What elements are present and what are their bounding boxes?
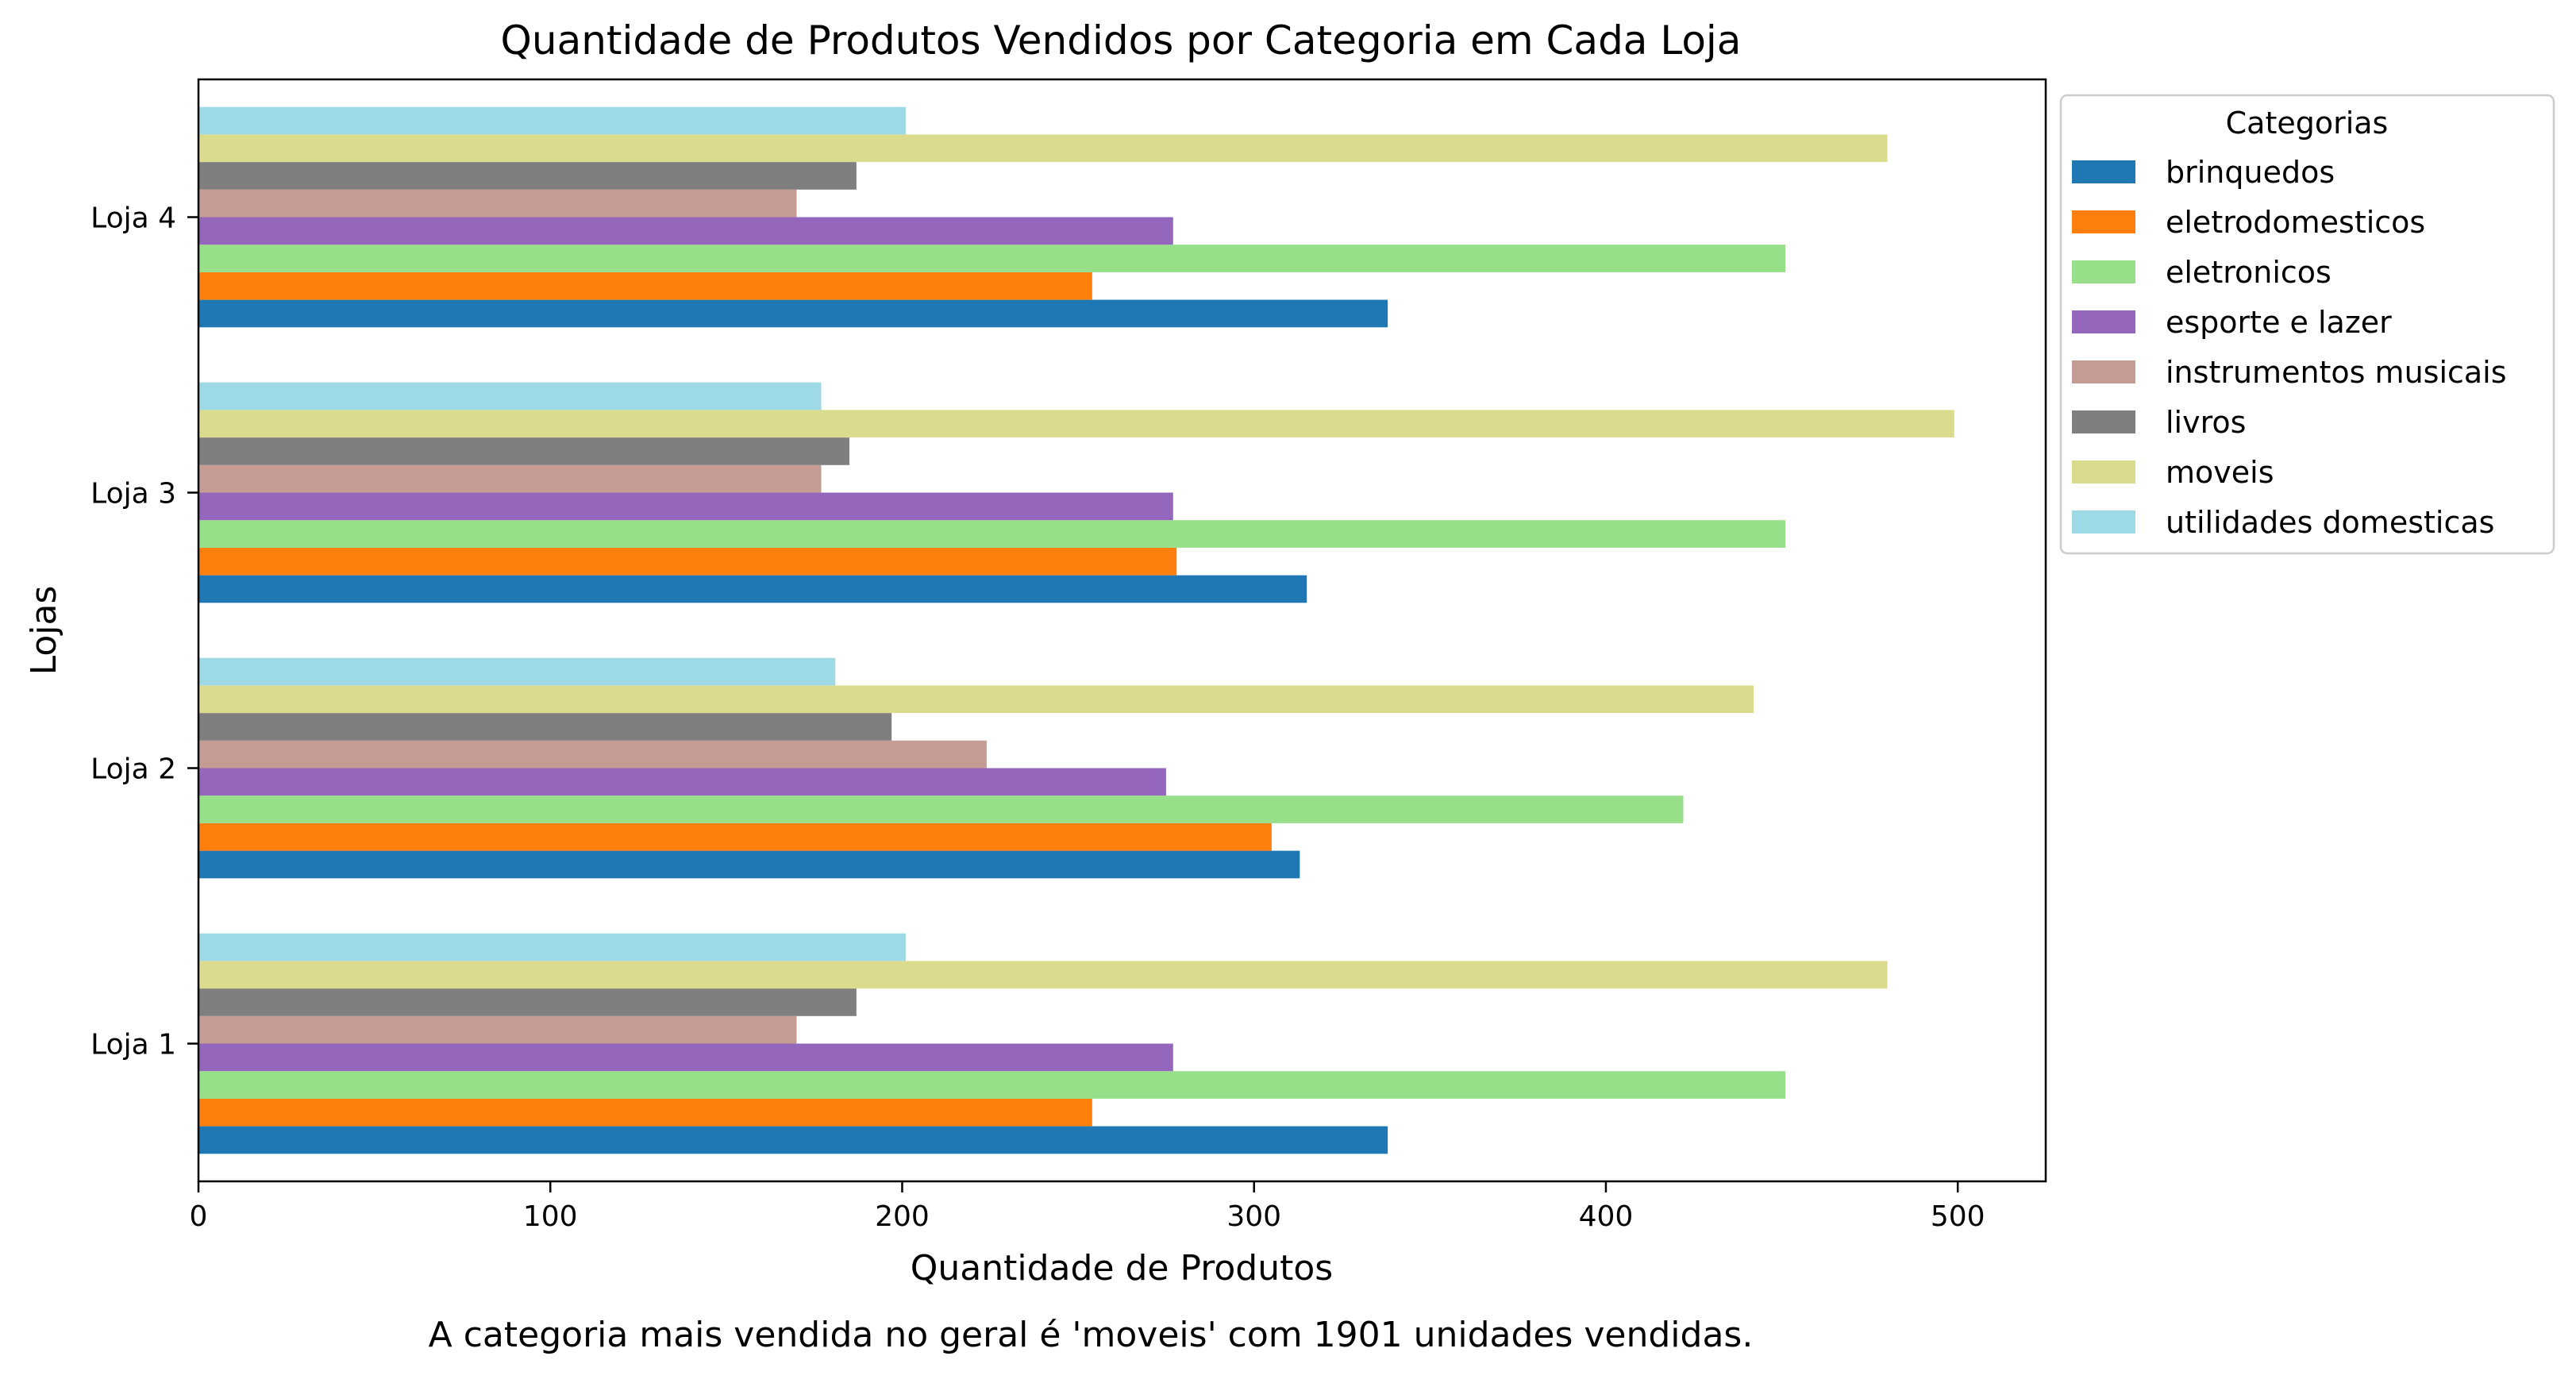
bar-utilidades-domesticas-loja-3 xyxy=(198,382,822,410)
legend-swatch xyxy=(2072,260,2135,283)
legend-label: brinquedos xyxy=(2166,155,2335,190)
y-tick-label: Loja 3 xyxy=(90,478,176,510)
legend-swatch xyxy=(2072,160,2135,183)
legend-swatch xyxy=(2072,410,2135,433)
bar-eletronicos-loja-3 xyxy=(198,520,1786,548)
bar-eletrodomesticos-loja-3 xyxy=(198,547,1177,576)
chart-title: Quantidade de Produtos Vendidos por Cate… xyxy=(501,17,1742,64)
bars xyxy=(198,106,1954,1154)
bar-brinquedos-loja-2 xyxy=(198,850,1300,879)
bar-livros-loja-4 xyxy=(198,162,857,190)
legend-label: esporte e lazer xyxy=(2166,305,2392,340)
x-tick-label: 100 xyxy=(523,1200,578,1233)
legend-swatch xyxy=(2072,460,2135,483)
y-axis: Loja 1 Loja 2 Loja 3 Loja 4 xyxy=(90,202,198,1061)
bar-livros-loja-2 xyxy=(198,713,892,741)
legend-label: utilidades domesticas xyxy=(2166,505,2494,540)
bar-instrumentos-musicais-loja-2 xyxy=(198,740,987,769)
plot-frame xyxy=(197,78,2047,1183)
y-tick-label: Loja 4 xyxy=(90,202,176,235)
legend-items: brinquedos eletrodomesticos eletronicos esp… xyxy=(2072,155,2507,540)
bar-eletronicos-loja-4 xyxy=(198,245,1786,272)
legend-label: moveis xyxy=(2166,455,2274,490)
bar-utilidades-domesticas-loja-1 xyxy=(198,933,906,961)
bar-moveis-loja-1 xyxy=(198,961,1888,989)
bar-utilidades-domesticas-loja-4 xyxy=(198,106,906,135)
legend-label: instrumentos musicais xyxy=(2166,355,2507,390)
legend-label: eletronicos xyxy=(2166,255,2331,290)
x-axis: 0 100 200 300 400 500 xyxy=(190,1181,1985,1233)
bar-esporte-e-lazer-loja-1 xyxy=(198,1043,1173,1072)
legend-label: livros xyxy=(2166,405,2246,440)
x-tick-label: 400 xyxy=(1579,1200,1634,1233)
legend-swatch xyxy=(2072,510,2135,534)
legend-swatch xyxy=(2072,210,2135,233)
footnote: A categoria mais vendida no geral é 'mov… xyxy=(429,1315,1754,1355)
x-tick-label: 500 xyxy=(1931,1200,1985,1233)
y-tick-label: Loja 2 xyxy=(90,753,176,786)
legend: Categorias brinquedos eletrodomesticos ele… xyxy=(2059,94,2555,555)
bar-instrumentos-musicais-loja-1 xyxy=(198,1015,797,1044)
bar-brinquedos-loja-1 xyxy=(198,1126,1388,1154)
bar-livros-loja-1 xyxy=(198,988,857,1016)
bar-eletronicos-loja-2 xyxy=(198,796,1684,823)
bar-instrumentos-musicais-loja-3 xyxy=(198,464,822,493)
y-axis-label: Lojas xyxy=(24,586,64,676)
bar-instrumentos-musicais-loja-4 xyxy=(198,189,797,218)
bar-brinquedos-loja-3 xyxy=(198,575,1307,603)
bar-esporte-e-lazer-loja-3 xyxy=(198,492,1173,521)
bar-moveis-loja-3 xyxy=(198,410,1954,438)
x-axis-label: Quantidade de Produtos xyxy=(911,1248,1333,1289)
bar-utilidades-domesticas-loja-2 xyxy=(198,657,836,686)
legend-swatch xyxy=(2072,360,2135,383)
bar-livros-loja-3 xyxy=(198,437,849,465)
bar-eletrodomesticos-loja-1 xyxy=(198,1098,1092,1127)
legend-swatch xyxy=(2072,310,2135,333)
x-tick-label: 200 xyxy=(875,1200,930,1233)
y-tick-label: Loja 1 xyxy=(90,1029,176,1061)
x-tick-label: 0 xyxy=(190,1200,208,1233)
bar-moveis-loja-4 xyxy=(198,134,1888,163)
legend-title: Categorias xyxy=(2226,106,2389,141)
bar-esporte-e-lazer-loja-2 xyxy=(198,768,1166,796)
bar-esporte-e-lazer-loja-4 xyxy=(198,217,1173,245)
bar-moveis-loja-2 xyxy=(198,685,1754,714)
x-tick-label: 300 xyxy=(1226,1200,1281,1233)
legend-label: eletrodomesticos xyxy=(2166,205,2425,240)
bar-eletrodomesticos-loja-2 xyxy=(198,822,1272,851)
legend-box xyxy=(2059,94,2555,555)
bar-eletronicos-loja-1 xyxy=(198,1071,1786,1099)
bar-brinquedos-loja-4 xyxy=(198,299,1388,328)
bar-eletrodomesticos-loja-4 xyxy=(198,272,1092,300)
